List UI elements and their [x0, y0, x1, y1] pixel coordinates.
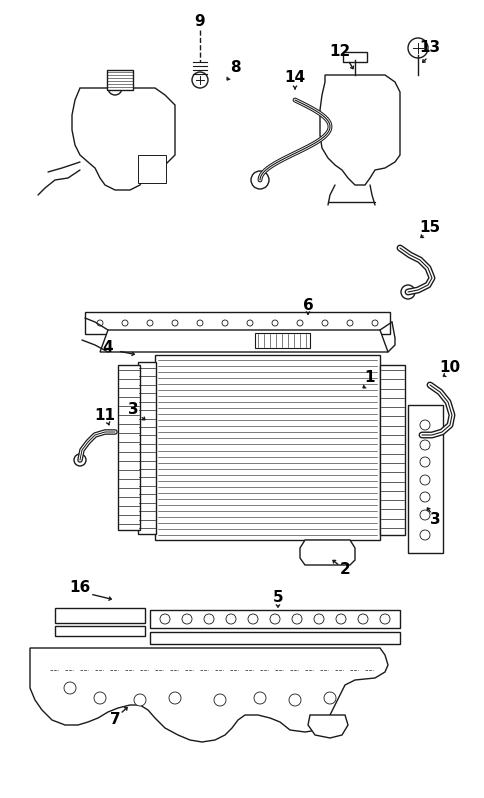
Text: 8: 8 — [229, 61, 240, 76]
Text: 5: 5 — [272, 591, 283, 606]
Circle shape — [323, 692, 335, 704]
Text: 15: 15 — [419, 220, 439, 235]
Circle shape — [400, 285, 414, 299]
Circle shape — [182, 614, 192, 624]
Text: 13: 13 — [419, 41, 439, 56]
Polygon shape — [319, 75, 399, 185]
Circle shape — [226, 614, 236, 624]
Circle shape — [74, 454, 86, 466]
Text: 16: 16 — [69, 580, 91, 595]
Circle shape — [313, 614, 323, 624]
Text: 3: 3 — [429, 512, 439, 527]
Polygon shape — [100, 330, 387, 352]
Text: 12: 12 — [329, 45, 350, 60]
Circle shape — [357, 614, 367, 624]
Bar — [407, 405, 442, 553]
Circle shape — [222, 320, 227, 326]
Bar — [138, 362, 156, 534]
Text: 9: 9 — [194, 14, 205, 30]
Circle shape — [204, 614, 213, 624]
Bar — [107, 70, 133, 90]
Bar — [379, 365, 404, 535]
Circle shape — [172, 320, 178, 326]
Circle shape — [296, 320, 302, 326]
Circle shape — [291, 614, 302, 624]
Text: 11: 11 — [94, 408, 115, 422]
Bar — [55, 626, 145, 636]
Text: 7: 7 — [109, 713, 120, 728]
Polygon shape — [72, 88, 175, 190]
Bar — [55, 608, 145, 623]
Circle shape — [270, 614, 279, 624]
Text: 1: 1 — [364, 370, 375, 385]
Circle shape — [419, 475, 429, 485]
Circle shape — [251, 171, 269, 189]
Text: 3: 3 — [127, 402, 138, 417]
Circle shape — [407, 38, 427, 58]
Circle shape — [335, 614, 345, 624]
Bar — [138, 155, 166, 183]
Circle shape — [379, 614, 389, 624]
Bar — [118, 365, 140, 530]
Bar — [150, 610, 399, 628]
Circle shape — [192, 72, 208, 88]
Text: 10: 10 — [439, 361, 460, 376]
Circle shape — [371, 320, 377, 326]
Circle shape — [147, 320, 152, 326]
Bar — [150, 632, 399, 644]
Circle shape — [122, 320, 128, 326]
Circle shape — [64, 682, 76, 694]
Polygon shape — [300, 540, 354, 565]
Bar — [155, 355, 379, 540]
Circle shape — [197, 320, 203, 326]
Circle shape — [134, 694, 146, 706]
Circle shape — [108, 81, 122, 95]
Bar — [85, 312, 389, 334]
Circle shape — [321, 320, 327, 326]
Circle shape — [247, 614, 257, 624]
Circle shape — [419, 510, 429, 520]
Circle shape — [272, 320, 277, 326]
Circle shape — [419, 530, 429, 540]
Text: 6: 6 — [302, 298, 313, 313]
Circle shape — [288, 694, 301, 706]
Bar — [255, 333, 309, 348]
Circle shape — [160, 614, 170, 624]
Circle shape — [246, 320, 253, 326]
Circle shape — [168, 692, 181, 704]
Polygon shape — [307, 715, 348, 738]
Text: 14: 14 — [284, 70, 305, 85]
Circle shape — [419, 420, 429, 430]
Circle shape — [213, 694, 226, 706]
Circle shape — [94, 692, 106, 704]
Text: 4: 4 — [103, 341, 113, 355]
Circle shape — [97, 320, 103, 326]
Circle shape — [346, 320, 352, 326]
Circle shape — [419, 457, 429, 467]
Text: 2: 2 — [339, 563, 349, 578]
Circle shape — [414, 428, 428, 442]
Circle shape — [254, 692, 265, 704]
Circle shape — [419, 440, 429, 450]
Circle shape — [419, 492, 429, 502]
Bar — [342, 52, 366, 62]
Polygon shape — [30, 648, 387, 742]
